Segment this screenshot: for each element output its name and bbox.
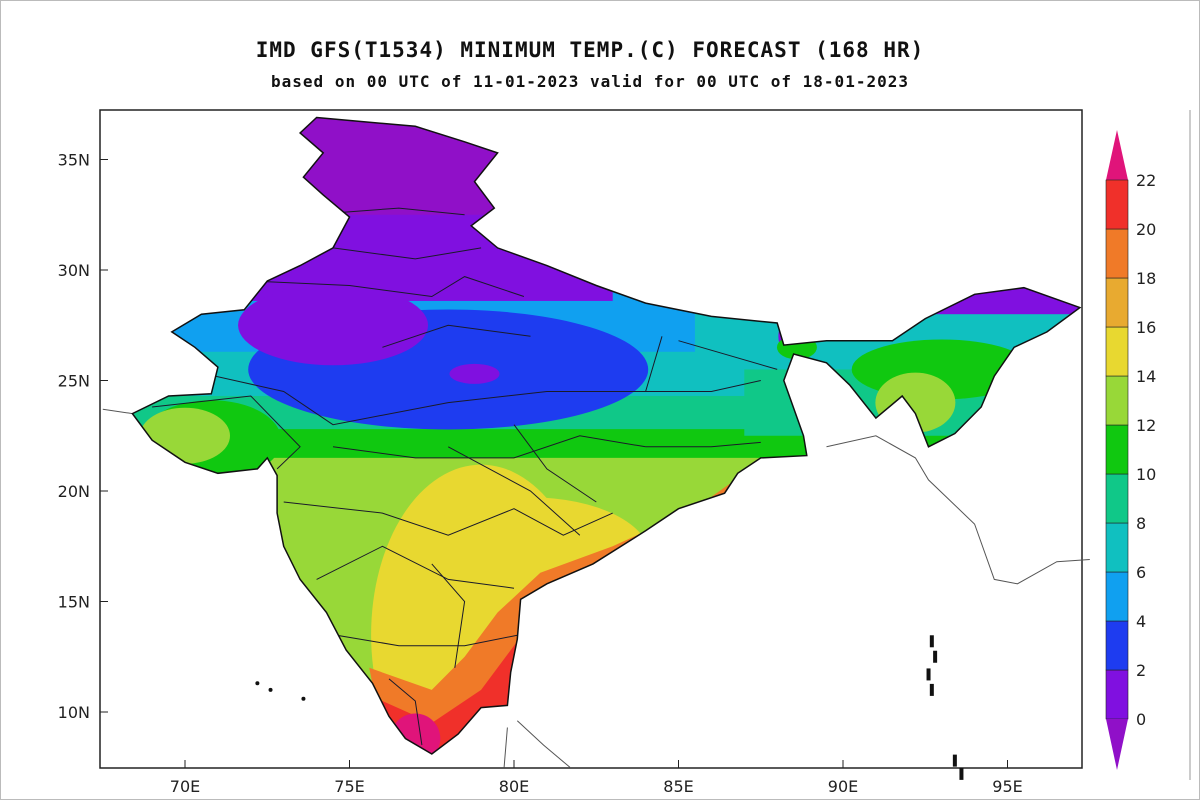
india-outline xyxy=(131,116,1082,755)
state-border xyxy=(283,501,613,536)
map-title: IMD GFS(T1534) MINIMUM TEMP.(C) FORECAST… xyxy=(255,38,925,62)
state-border xyxy=(316,545,515,589)
lon-tick-label: 80E xyxy=(499,777,529,796)
andaman-island xyxy=(933,650,938,663)
neighbour-border xyxy=(102,408,133,415)
state-border xyxy=(645,441,761,448)
lakshadweep-island xyxy=(268,687,273,692)
colorbar-label: 16 xyxy=(1136,318,1156,337)
state-border xyxy=(382,324,531,348)
colorbar-label: 0 xyxy=(1136,710,1146,729)
andaman-island xyxy=(929,683,934,696)
colorbar-segment xyxy=(1105,277,1129,328)
colorbar-label: 6 xyxy=(1136,563,1146,582)
andaman-island xyxy=(926,668,931,681)
state-border xyxy=(388,678,423,746)
lat-tick-label: 35N xyxy=(58,151,90,170)
andaman-island xyxy=(959,767,964,780)
lon-tick-label: 95E xyxy=(992,777,1022,796)
state-border xyxy=(332,247,482,260)
lat-tick-label: 20N xyxy=(58,482,90,501)
lat-tick-label: 30N xyxy=(58,261,90,280)
state-border xyxy=(513,424,597,503)
colorbar-lower-arrow xyxy=(1106,719,1128,770)
myanmar-border xyxy=(826,435,1090,585)
andaman-island xyxy=(952,754,957,767)
state-border xyxy=(645,380,761,392)
colorbar-segment xyxy=(1105,669,1129,720)
lat-tick-label: 25N xyxy=(58,372,90,391)
colorbar-label: 8 xyxy=(1136,514,1146,533)
lat-tick-label: 10N xyxy=(58,703,90,722)
plot-frame xyxy=(99,109,1083,769)
map-subtitle: based on 00 UTC of 11-01-2023 valid for … xyxy=(271,72,909,91)
colorbar-upper-arrow xyxy=(1106,130,1128,180)
state-border xyxy=(447,446,581,536)
srilanka-coast xyxy=(503,727,508,768)
colorbar-label: 2 xyxy=(1136,661,1146,680)
colorbar-label: 12 xyxy=(1136,416,1156,435)
state-border xyxy=(678,340,778,370)
lon-tick-label: 75E xyxy=(334,777,364,796)
colorbar-label: 22 xyxy=(1136,171,1156,190)
srilanka-coast xyxy=(516,720,571,768)
colorbar-label: 4 xyxy=(1136,612,1146,631)
colorbar-segment xyxy=(1105,522,1129,573)
colorbar-segment xyxy=(1105,571,1129,622)
colorbar-label: 10 xyxy=(1136,465,1156,484)
colorbar-segment xyxy=(1105,326,1129,377)
lakshadweep-island xyxy=(255,681,260,686)
andaman-island xyxy=(929,635,934,648)
state-border xyxy=(152,395,301,470)
colorbar-segment xyxy=(1105,375,1129,426)
state-border xyxy=(332,634,521,647)
state-border xyxy=(431,563,466,668)
lat-tick-label: 15N xyxy=(58,593,90,612)
colorbar-segment xyxy=(1105,620,1129,671)
lon-tick-label: 85E xyxy=(663,777,693,796)
state-border xyxy=(250,276,525,298)
state-border xyxy=(332,435,646,459)
colorbar-segment xyxy=(1105,473,1129,524)
colorbar-label: 20 xyxy=(1136,220,1156,239)
lon-tick-label: 90E xyxy=(828,777,858,796)
colorbar-segment xyxy=(1105,179,1129,230)
colorbar-segment xyxy=(1105,228,1129,279)
colorbar-label: 18 xyxy=(1136,269,1156,288)
colorbar-label: 14 xyxy=(1136,367,1156,386)
colorbar-segment xyxy=(1105,424,1129,475)
lon-tick-label: 70E xyxy=(170,777,200,796)
lakshadweep-island xyxy=(301,696,306,701)
